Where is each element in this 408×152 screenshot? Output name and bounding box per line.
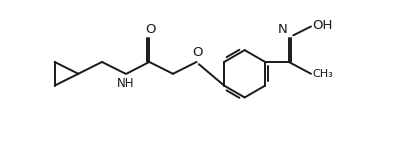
Text: OH: OH <box>313 19 333 32</box>
Text: O: O <box>145 23 155 36</box>
Text: O: O <box>192 46 203 59</box>
Text: CH₃: CH₃ <box>313 69 333 79</box>
Text: NH: NH <box>117 77 135 90</box>
Text: N: N <box>277 23 287 36</box>
